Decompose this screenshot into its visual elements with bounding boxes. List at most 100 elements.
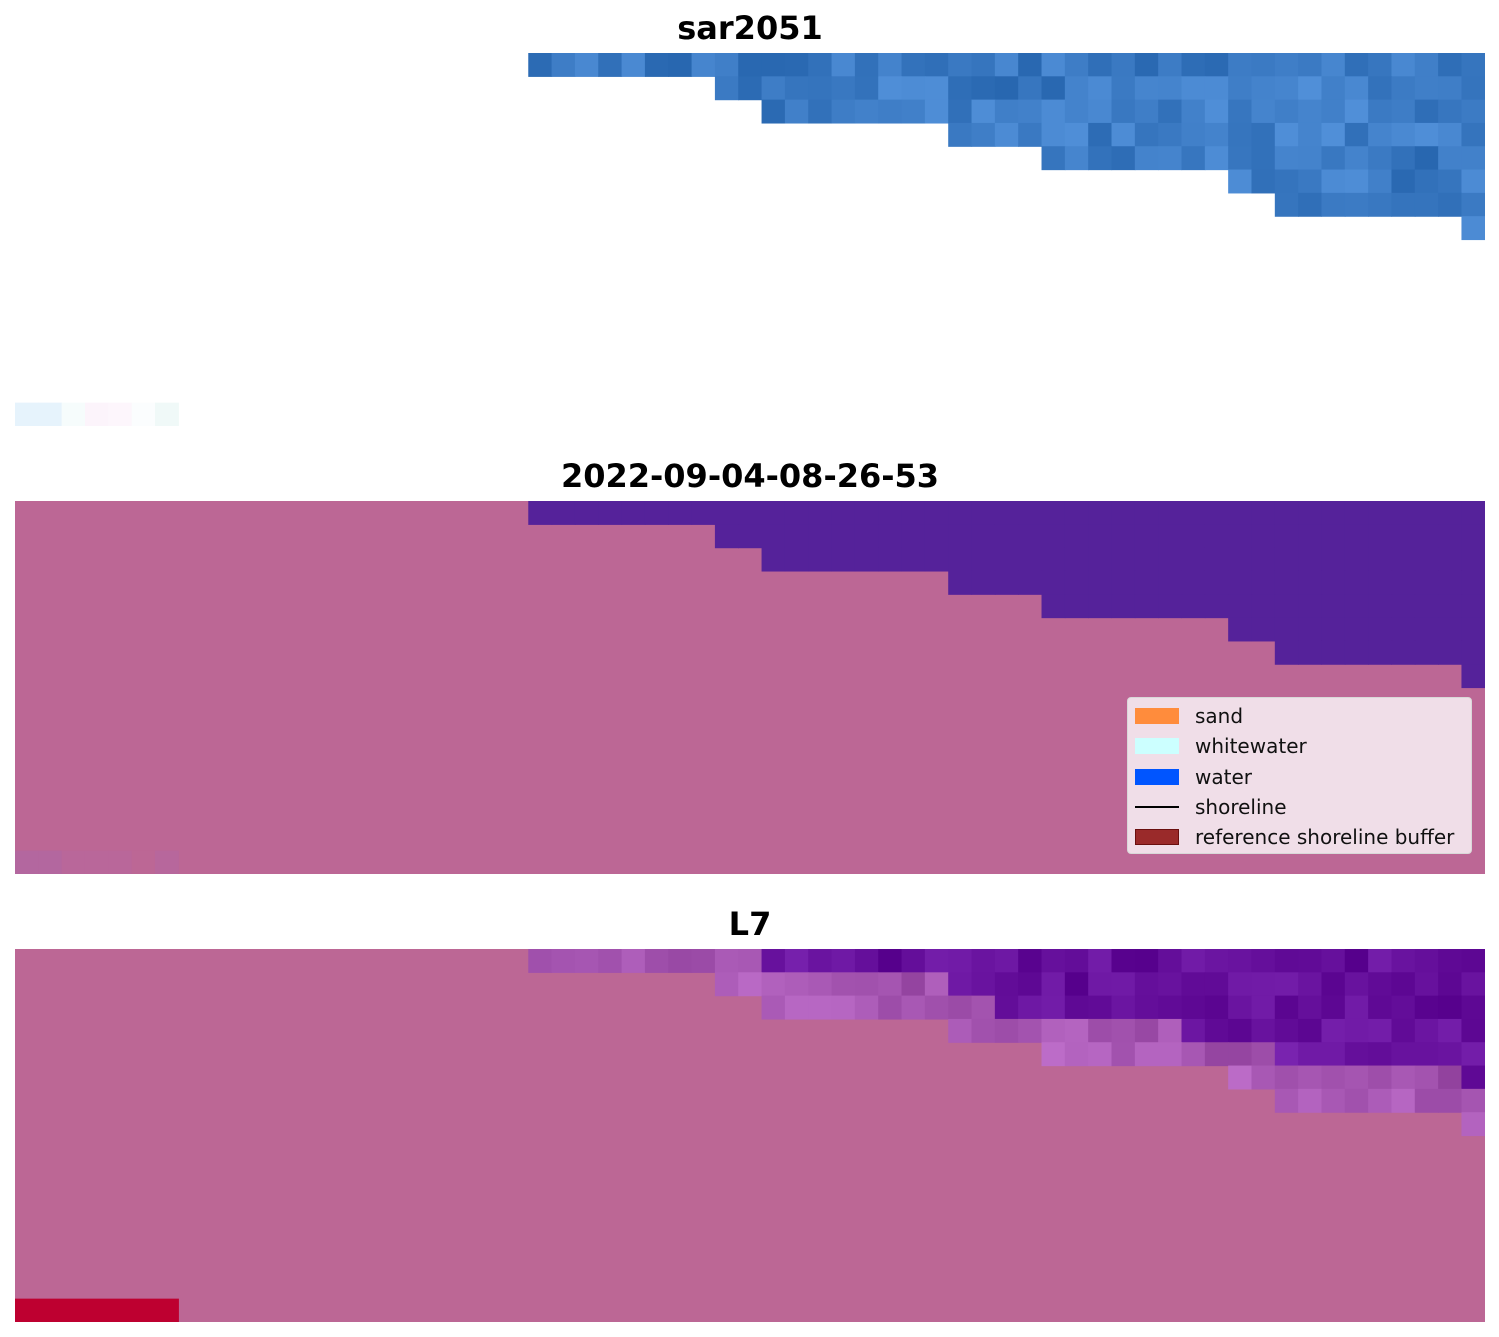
- water-pixel: [1274, 617, 1299, 642]
- water-pixel: [878, 99, 903, 124]
- water-pixel: [948, 122, 973, 147]
- legend-item-reference-buffer: reference shoreline buffer: [1135, 825, 1454, 849]
- water-pixel: [1321, 1042, 1346, 1067]
- water-pixel: [1251, 122, 1276, 147]
- edge-pixel: [131, 402, 156, 426]
- water-pixel: [574, 949, 599, 973]
- water-pixel: [1438, 524, 1463, 549]
- water-pixel: [1438, 995, 1463, 1020]
- water-pixel: [854, 501, 879, 525]
- legend-item-water: water: [1135, 765, 1252, 789]
- edge-pixel: [61, 402, 86, 426]
- water-pixel: [971, 76, 996, 101]
- water-pixel: [1158, 53, 1183, 77]
- water-pixel: [1461, 594, 1485, 619]
- water-pixel: [1461, 53, 1485, 77]
- water-pixel: [1251, 949, 1276, 973]
- water-pixel: [1274, 547, 1299, 572]
- water-pixel: [1438, 617, 1463, 642]
- water-pixel: [1368, 949, 1393, 973]
- water-pixel: [1461, 524, 1485, 549]
- water-pixel: [1344, 570, 1369, 595]
- water-pixel: [1414, 1018, 1439, 1043]
- water-pixel: [1274, 1065, 1299, 1090]
- water-pixel: [1228, 617, 1253, 642]
- water-pixel: [691, 501, 716, 525]
- water-pixel: [784, 524, 809, 549]
- legend-label: shoreline: [1195, 795, 1287, 819]
- water-pixel: [574, 53, 599, 77]
- water-pixel: [1391, 547, 1416, 572]
- water-pixel: [1111, 570, 1136, 595]
- water-pixel: [1438, 949, 1463, 973]
- water-pixel: [1158, 76, 1183, 101]
- water-pixel: [1064, 1018, 1089, 1043]
- water-pixel: [1181, 949, 1206, 973]
- water-pixel: [1041, 995, 1066, 1020]
- water-pixel: [854, 53, 879, 77]
- water-pixel: [1251, 594, 1276, 619]
- water-pixel: [1018, 501, 1043, 525]
- water-pixel: [598, 53, 623, 77]
- water-pixel: [1088, 949, 1113, 973]
- water-pixel: [1134, 594, 1159, 619]
- water-pixel: [1321, 1065, 1346, 1090]
- water-pixel: [1368, 1018, 1393, 1043]
- water-pixel: [1274, 949, 1299, 973]
- water-pixel: [1228, 99, 1253, 124]
- water-pixel: [1344, 146, 1369, 171]
- water-pixel: [1321, 972, 1346, 997]
- water-pixel: [1228, 949, 1253, 973]
- water-pixel: [1461, 122, 1485, 147]
- water-pixel: [1344, 169, 1369, 194]
- water-pixel: [831, 99, 856, 124]
- edge-pixel: [108, 850, 133, 874]
- water-pixel: [1111, 76, 1136, 101]
- water-pixel: [1111, 501, 1136, 525]
- water-pixel: [1391, 995, 1416, 1020]
- water-pixel: [1134, 524, 1159, 549]
- water-pixel: [784, 972, 809, 997]
- water-pixel: [1368, 972, 1393, 997]
- water-pixel: [1274, 1088, 1299, 1113]
- legend-label: sand: [1195, 704, 1244, 728]
- water-pixel: [1368, 76, 1393, 101]
- water-pixel: [1438, 76, 1463, 101]
- water-pixel: [1064, 76, 1089, 101]
- water-pixel: [1461, 99, 1485, 124]
- water-pixel: [1158, 570, 1183, 595]
- water-pixel: [1368, 99, 1393, 124]
- water-pixel: [994, 501, 1019, 525]
- water-pixel: [1344, 1018, 1369, 1043]
- water-pixel: [1461, 949, 1485, 973]
- water-pixel: [714, 524, 739, 549]
- water-pixel: [1158, 99, 1183, 124]
- water-pixel: [1181, 570, 1206, 595]
- water-pixel: [1088, 547, 1113, 572]
- water-pixel: [1181, 1042, 1206, 1067]
- water-pixel: [1321, 524, 1346, 549]
- water-pixel: [1251, 1042, 1276, 1067]
- water-pixel: [1438, 99, 1463, 124]
- reference-buffer-swatch: [1135, 829, 1179, 845]
- water-pixel: [1251, 1018, 1276, 1043]
- water-pixel: [878, 995, 903, 1020]
- water-pixel: [598, 949, 623, 973]
- water-pixel: [738, 501, 763, 525]
- water-pixel: [1064, 501, 1089, 525]
- water-pixel: [1228, 547, 1253, 572]
- water-pixel: [1064, 524, 1089, 549]
- water-pixel: [1088, 524, 1113, 549]
- water-pixel: [1088, 1018, 1113, 1043]
- water-pixel: [994, 570, 1019, 595]
- water-pixel: [1461, 664, 1485, 689]
- water-pixel: [1134, 99, 1159, 124]
- water-pixel: [1298, 1065, 1323, 1090]
- water-pixel: [1018, 76, 1043, 101]
- water-pixel: [1274, 995, 1299, 1020]
- water-pixel: [1204, 501, 1229, 525]
- water-pixel: [1204, 122, 1229, 147]
- water-pixel: [994, 99, 1019, 124]
- water-pixel: [854, 972, 879, 997]
- water-pixel: [1041, 501, 1066, 525]
